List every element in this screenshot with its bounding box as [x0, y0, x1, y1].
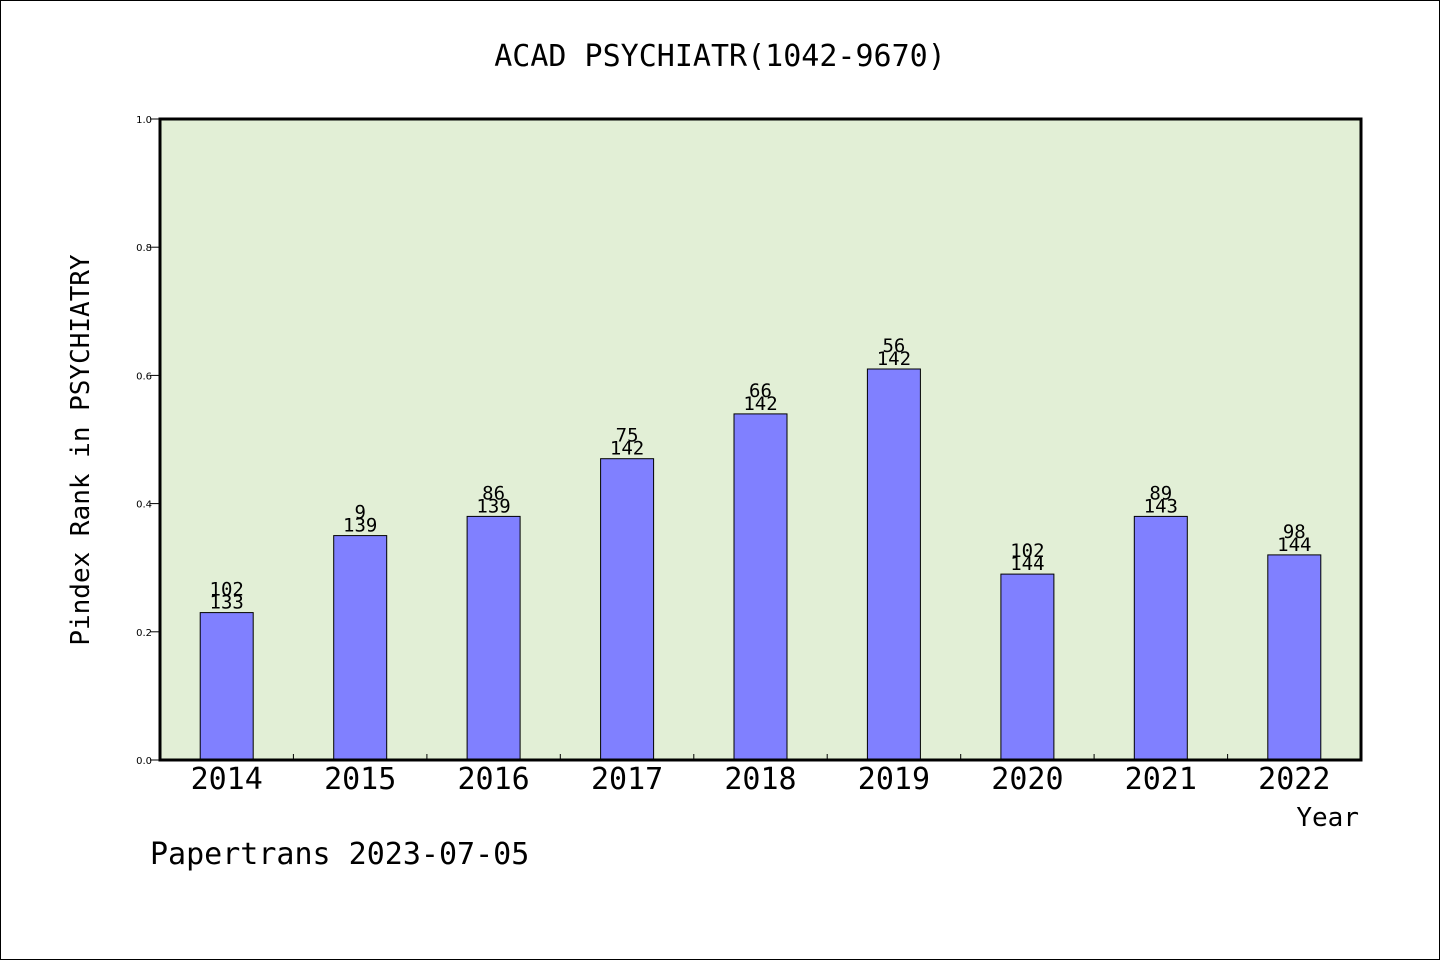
bar-total-label-2014: 133: [210, 592, 244, 614]
bar-total-label-2020: 144: [1010, 553, 1044, 575]
bar-rank-label-2016: 86: [482, 482, 505, 504]
bar-total-label-2022: 144: [1277, 534, 1311, 556]
x-tick-label-2014: 2014: [191, 762, 263, 797]
bar-rank-label-2020: 102: [1010, 540, 1044, 562]
y-tick-label: 0.0: [136, 756, 152, 767]
y-axis-title: Pindex Rank in PSYCHIATRY: [66, 254, 96, 646]
x-tick-label-2016: 2016: [457, 762, 529, 797]
bars-layer: [199, 368, 1322, 761]
footer-text: Papertrans 2023-07-05: [150, 837, 529, 872]
bar-2018: [733, 413, 788, 761]
bar-rank-label-2019: 56: [882, 335, 905, 357]
plot-border: [158, 117, 1363, 762]
bar-rank-label-2018: 66: [749, 380, 772, 402]
x-axis: 2014 2015 2016 2017 2018 2019 2020 2021 2022: [191, 754, 1330, 797]
y-axis: 0.0 0.2 0.4 0.6 0.8 1.0: [136, 115, 160, 767]
bar-2022: [1267, 554, 1322, 761]
x-axis-title: Year: [1296, 803, 1359, 833]
x-tick-label-2019: 2019: [858, 762, 930, 797]
bar-total-label-2018: 142: [743, 393, 777, 415]
bar-rank-label-2022: 98: [1283, 521, 1306, 543]
x-tick-label-2020: 2020: [991, 762, 1063, 797]
bar-2021: [1133, 515, 1188, 761]
y-tick-label: 0.2: [136, 628, 152, 639]
bar-total-label-2019: 142: [877, 348, 911, 370]
x-tick-label-2022: 2022: [1258, 762, 1330, 797]
bar-2014: [199, 612, 254, 761]
bar-total-label-2017: 142: [610, 438, 644, 460]
bar-2017: [600, 458, 655, 761]
bar-total-label-2015: 139: [343, 515, 377, 537]
x-tick-label-2018: 2018: [724, 762, 796, 797]
x-tick-label-2017: 2017: [591, 762, 663, 797]
bar-total-label-2016: 139: [476, 495, 510, 517]
bar-total-label-2021: 143: [1144, 495, 1178, 517]
x-tick-label-2021: 2021: [1125, 762, 1197, 797]
bar-rank-label-2021: 89: [1149, 482, 1172, 504]
bar-rank-label-2015: 9: [354, 502, 365, 524]
y-tick-label: 0.4: [136, 500, 152, 511]
bar-2019: [866, 368, 921, 761]
bar-2016: [466, 515, 521, 761]
bar-labels-layer: 1021339139861397514266142561421021448914…: [210, 335, 1312, 614]
bar-rank-label-2014: 102: [210, 579, 244, 601]
x-tick-label-2015: 2015: [324, 762, 396, 797]
y-tick-label: 1.0: [136, 115, 152, 126]
bar-2015: [333, 535, 388, 761]
bar-2020: [1000, 573, 1055, 761]
y-tick-label: 0.6: [136, 371, 152, 382]
chart-title: ACAD PSYCHIATR(1042-9670): [494, 39, 946, 74]
y-tick-label: 0.8: [136, 243, 152, 254]
bar-rank-label-2017: 75: [616, 425, 639, 447]
